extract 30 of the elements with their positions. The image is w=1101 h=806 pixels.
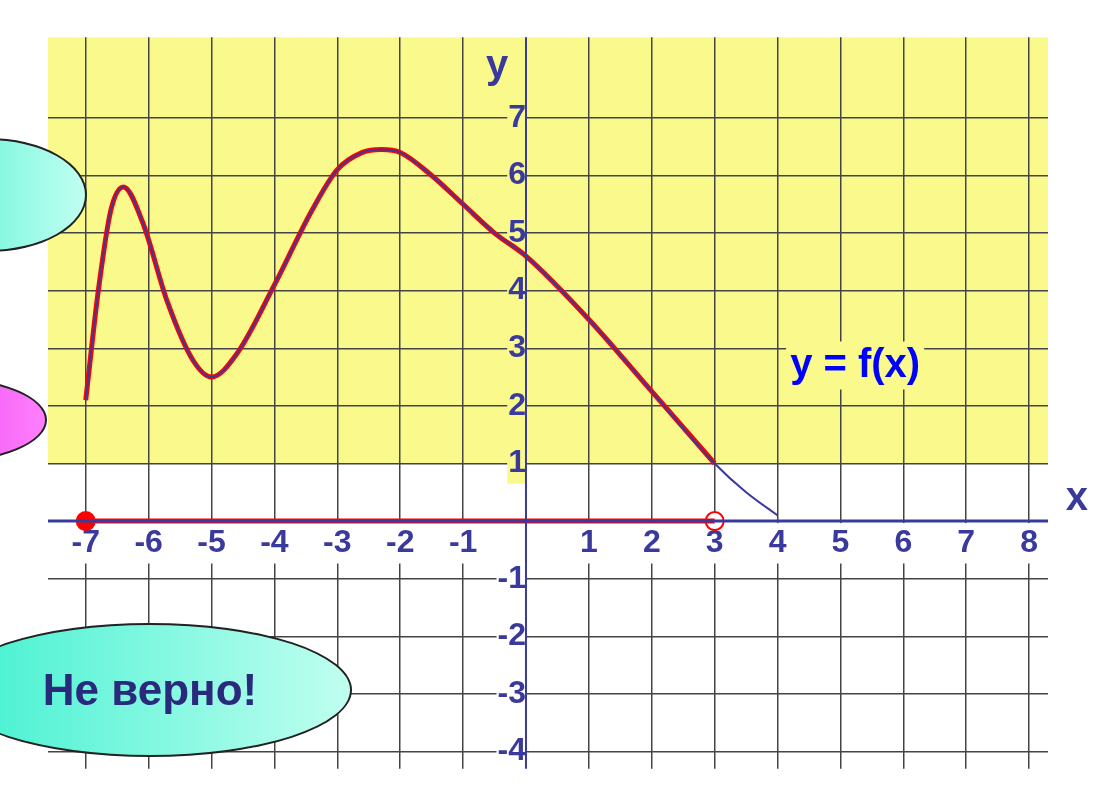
x-tick-label: -6: [134, 523, 163, 560]
x-axis-title: x: [1065, 474, 1088, 519]
x-tick-label: -5: [197, 523, 226, 560]
y-tick-label: 2: [508, 385, 526, 422]
speech-bubble: Не верно!: [0, 623, 352, 757]
y-tick-label: 4: [508, 270, 527, 307]
x-tick-label: -1: [448, 523, 478, 560]
y-tick-label: -3: [497, 673, 526, 710]
y-tick-label: -2: [497, 616, 526, 653]
x-tick-label: 3: [705, 523, 724, 560]
x-tick-label: -7: [71, 523, 100, 560]
x-tick-label: 6: [894, 523, 913, 560]
x-tick-label: -4: [260, 523, 289, 560]
x-tick-label: -2: [385, 523, 415, 560]
y-tick-label: 5: [508, 212, 526, 249]
y-tick-label: -4: [497, 731, 527, 768]
x-tick-label: 7: [957, 523, 976, 560]
annotation: y = f(x): [790, 340, 921, 385]
y-tick-label: 3: [508, 328, 526, 365]
x-tick-label: 4: [768, 523, 787, 560]
y-tick-label: -1: [497, 558, 526, 595]
x-tick-label: 2: [642, 523, 661, 560]
y-axis-title: y: [485, 42, 509, 87]
x-tick-label: 1: [579, 523, 598, 560]
y-tick-label: 7: [508, 97, 526, 134]
x-tick-label: -3: [323, 523, 352, 560]
y-tick-label: 6: [508, 155, 526, 192]
x-tick-label: 5: [831, 523, 850, 560]
x-tick-label: 8: [1020, 523, 1039, 560]
y-tick-label: 1: [508, 443, 526, 480]
